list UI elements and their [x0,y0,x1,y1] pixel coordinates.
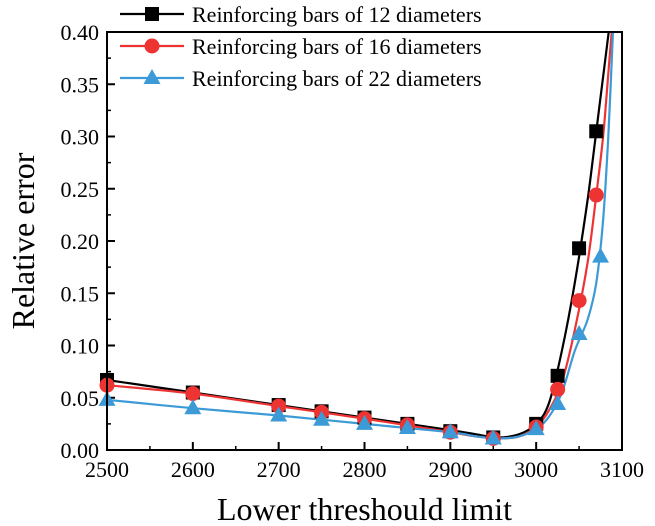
data-point-16-diameters [271,398,287,414]
y-axis-ticks: 0.00 0.05 0.10 0.15 0.20 0.25 0.30 0.35 0.40 [61,20,115,463]
plot-frame [106,31,623,451]
data-point-22-diameters [184,399,202,415]
y-tick-label: 0.10 [61,334,100,359]
legend: Reinforcing bars of 12 diameters Reinforc… [120,2,482,91]
y-tick-label: 0.15 [61,281,100,306]
data-point-22-diameters [398,419,416,435]
data-point-16-diameters [185,386,201,402]
x-tick-label: 2900 [428,457,472,482]
y-axis-title: Relative error [5,152,41,329]
data-point-22-diameters [570,325,588,341]
legend-label-22-diameters: Reinforcing bars of 22 diameters [192,66,482,91]
y-tick-label: 0.40 [61,20,100,45]
y-tick-label: 0.25 [61,177,100,202]
y-tick-label: 0.20 [61,229,100,254]
y-tick-label: 0.05 [61,386,100,411]
data-point-16-diameters [571,293,587,309]
x-tick-label: 3100 [600,457,644,482]
legend-marker-16-diameters [144,38,160,54]
y-tick-label: 0.30 [61,125,100,150]
x-axis-title: Lower threshould limit [217,491,512,526]
y-tick-label: 0.00 [61,438,100,463]
data-point-16-diameters [550,381,566,397]
data-point-12-diameters [572,241,587,256]
x-tick-label: 2500 [85,457,129,482]
x-tick-label: 3000 [514,457,558,482]
legend-marker-12-diameters [145,7,159,21]
data-point-16-diameters [588,187,604,203]
x-tick-label: 2800 [343,457,387,482]
data-point-22-diameters [484,429,502,445]
x-axis-ticks: 2500 2600 2700 2800 2900 3000 3100 [85,442,644,482]
data-point-12-diameters [550,368,565,383]
data-point-22-diameters [592,247,610,263]
data-point-22-diameters [270,406,288,422]
legend-label-12-diameters: Reinforcing bars of 12 diameters [192,2,482,27]
x-tick-label: 2700 [257,457,301,482]
data-point-12-diameters [589,124,604,139]
data-point-22-diameters [549,395,567,411]
data-point-22-diameters [313,410,331,426]
series-markers [98,124,610,447]
legend-marker-22-diameters [143,69,161,84]
y-tick-label: 0.35 [61,72,100,97]
legend-label-16-diameters: Reinforcing bars of 16 diameters [192,34,482,59]
data-point-22-diameters [441,423,459,439]
data-point-22-diameters [356,414,373,430]
data-point-22-diameters [527,420,545,436]
x-tick-label: 2600 [171,457,215,482]
